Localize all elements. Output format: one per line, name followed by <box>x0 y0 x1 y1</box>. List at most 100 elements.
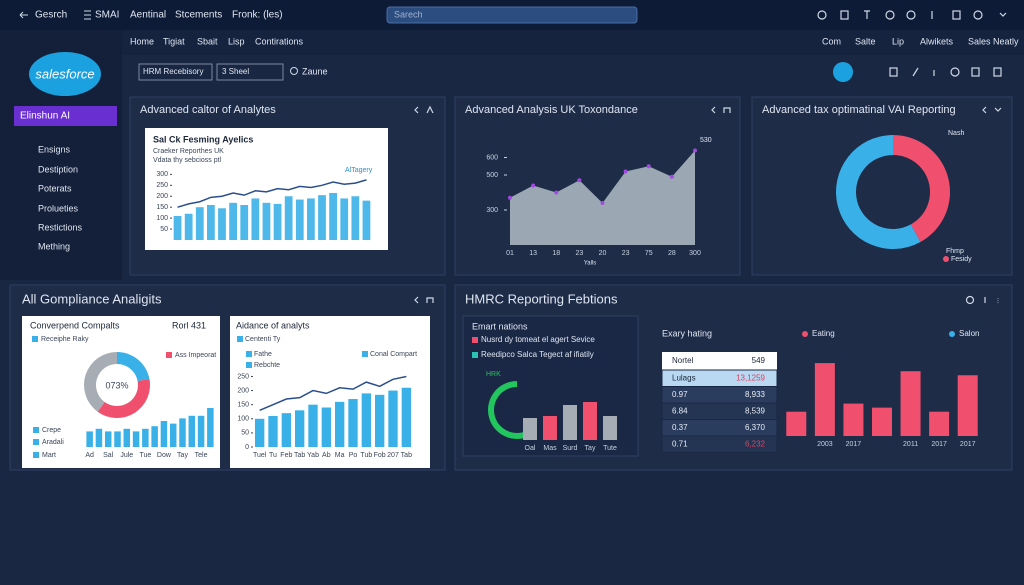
x-tick-label: Po <box>349 452 358 459</box>
filter-dropdown[interactable] <box>138 63 213 81</box>
bar <box>957 375 978 436</box>
bar <box>321 407 331 447</box>
card-title: Exary hating <box>662 328 712 338</box>
bar <box>335 401 345 447</box>
bar <box>563 405 577 440</box>
menu-item[interactable]: Aentinal <box>130 10 166 21</box>
y-tick-label: 500 <box>486 172 498 179</box>
panel-title: Advanced caltor of Analytes <box>140 104 276 116</box>
nav-tab[interactable]: Contirations <box>255 36 304 46</box>
y-tick-label: 600 <box>486 154 498 161</box>
legend-swatch <box>472 337 478 343</box>
y-tick-label: 50 <box>160 226 168 233</box>
app-name[interactable]: SMAI <box>95 10 119 21</box>
nav-action[interactable]: Lip <box>892 36 904 46</box>
bar <box>169 423 177 447</box>
legend-label: Fathe <box>254 351 272 358</box>
x-tick-label: Ma <box>335 452 345 459</box>
trend-line <box>259 375 407 412</box>
x-tick-label: Surd <box>563 445 578 452</box>
menu-item[interactable]: Fronk: (les) <box>232 10 283 21</box>
x-tick-label: 2017 <box>960 441 976 448</box>
legend-label: Fhmp <box>946 248 964 255</box>
back-icon[interactable] <box>19 11 28 19</box>
bar <box>295 199 304 240</box>
bar <box>251 198 260 240</box>
bar <box>195 207 204 240</box>
nav-tab[interactable]: Home <box>130 36 154 46</box>
nav-tab[interactable]: Sbait <box>197 36 218 46</box>
bar <box>86 431 93 447</box>
x-tick-label: Tab <box>401 452 412 459</box>
x-tick-label: Tab <box>294 452 305 459</box>
legend-swatch <box>166 352 172 358</box>
legend-label: Receiphe Raky <box>41 336 89 343</box>
bar <box>184 213 193 240</box>
sidebar-item[interactable]: Prolueties <box>38 203 79 213</box>
y-tick-label: 200 <box>237 387 249 394</box>
bar <box>872 407 892 436</box>
nav-bar <box>0 30 1024 55</box>
point <box>646 164 651 169</box>
bar <box>95 428 103 447</box>
legend-swatch <box>33 439 39 445</box>
menu-item[interactable]: Stcements <box>175 10 222 21</box>
card-badge: Rorl 431 <box>172 320 206 330</box>
nav-tab[interactable]: Tigiat <box>163 36 185 46</box>
legend-swatch <box>246 351 252 357</box>
legend-label: Nusrd dy tomeat el agert Sevice <box>481 335 595 344</box>
bar <box>229 202 237 240</box>
legend-swatch <box>32 336 38 342</box>
sidebar-item[interactable]: Poterats <box>38 183 72 193</box>
legend-dot <box>949 331 955 337</box>
legend-swatch <box>472 352 478 358</box>
table-row <box>661 435 778 453</box>
bar <box>329 192 337 240</box>
chart-card <box>22 316 220 468</box>
panel-title: All Gompliance Analigits <box>22 291 162 306</box>
sidebar-item[interactable]: Ensigns <box>38 144 71 154</box>
ai-button[interactable] <box>14 106 117 126</box>
bar <box>362 200 371 240</box>
x-tick-label: Tay <box>585 445 596 452</box>
apps-button[interactable] <box>833 62 853 82</box>
nav-action[interactable]: Sales Neatly <box>968 36 1019 46</box>
menu-icon[interactable] <box>84 10 91 20</box>
legend-swatch <box>362 351 368 357</box>
table-cell: 0.37 <box>672 423 688 432</box>
nav-action[interactable]: Salte <box>855 36 876 46</box>
ai-button-label[interactable]: Elinshun AI <box>20 111 70 122</box>
table-cell: 13,1259 <box>736 374 765 383</box>
table-cell: 0.71 <box>672 440 688 449</box>
x-tick-label: 01 <box>506 250 514 257</box>
legend-label: Conal Compart <box>370 351 417 358</box>
sidebar-item[interactable]: Restictions <box>38 222 83 232</box>
bar <box>218 208 226 240</box>
x-tick-label: 300 <box>689 250 701 257</box>
x-tick-label: 207 <box>387 452 399 459</box>
bar <box>603 416 617 440</box>
nav-link[interactable]: Gesrch <box>35 10 67 21</box>
bar <box>207 408 214 447</box>
zoom-icon[interactable] <box>290 67 298 75</box>
nav-action[interactable]: Com <box>822 36 841 46</box>
table-cell: 6,232 <box>745 440 766 449</box>
nav-tab[interactable]: Lisp <box>228 36 245 46</box>
card-title: Sal Ck Fesming Ayelics <box>153 134 253 144</box>
table-cell: 6,370 <box>745 423 766 432</box>
card-subtitle: Craeker Reporthes UK <box>153 148 224 155</box>
bar <box>523 418 537 440</box>
bar <box>361 393 371 447</box>
sheet-dropdown[interactable] <box>216 63 284 81</box>
x-tick-label: 18 <box>552 250 560 257</box>
bar <box>543 416 557 440</box>
x-tick-label: Tay <box>177 452 188 459</box>
sidebar-item[interactable]: Destiption <box>38 164 78 174</box>
x-axis-label: Yalls <box>584 261 597 267</box>
bar <box>388 390 398 447</box>
sidebar-item[interactable]: Mething <box>38 241 70 251</box>
bar <box>308 404 318 447</box>
nav-action[interactable]: Alwikets <box>920 36 954 46</box>
x-tick-label: 23 <box>622 250 630 257</box>
search-box[interactable] <box>386 6 638 24</box>
